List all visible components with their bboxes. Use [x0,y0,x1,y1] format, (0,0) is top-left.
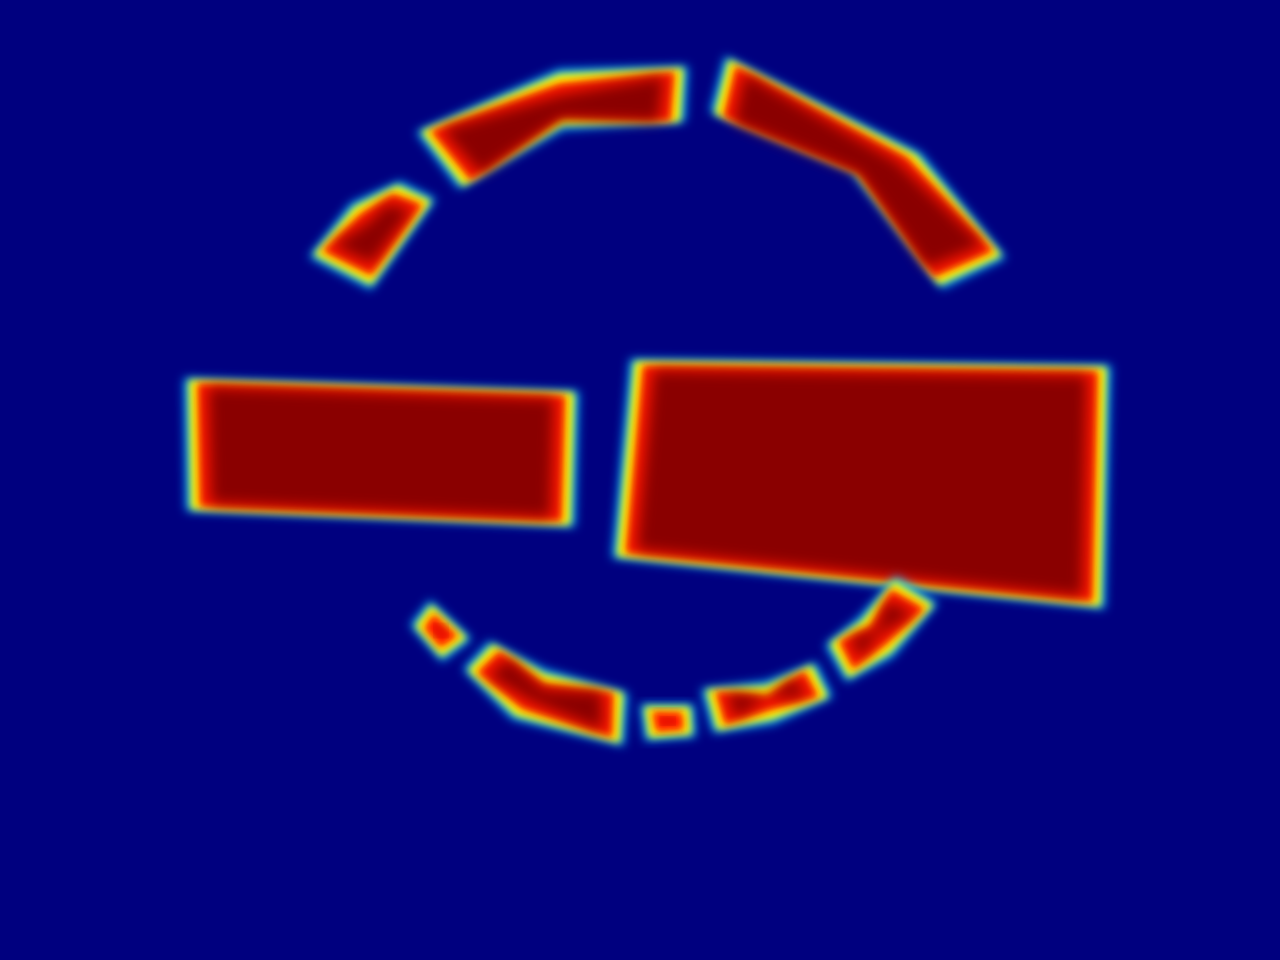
bottom-center-small-rectangle [640,704,696,741]
top-right-arc-segment [710,56,1006,289]
bottom-left-arc-segment [463,641,628,746]
top-left-small-arc-segment [309,181,436,290]
bottom-center-small-rectangle-dark-core [662,717,674,725]
bottom-left-small-square [410,600,472,662]
top-left-arc-segment [416,66,688,189]
bottom-right-arc-segment-dark-core [726,677,807,719]
bottom-left-small-square-dark-core [435,625,447,637]
heat-shapes [184,56,1111,746]
bottom-right-arc-segment [701,662,833,733]
left-rectangle-dark-core [208,387,555,518]
top-right-arc-segment-dark-core [734,73,984,268]
top-left-small-arc-segment-dark-core [332,203,413,264]
right-rectangle-dark-core [636,370,1088,597]
left-rectangle [184,378,579,527]
bottom-left-arc-segment-dark-core [488,658,603,732]
bottom-right-small-segment-dark-core [850,600,915,660]
bottom-right-small-segment [825,576,938,682]
right-rectangle [612,359,1111,609]
top-left-arc-segment-dark-core [441,75,664,175]
